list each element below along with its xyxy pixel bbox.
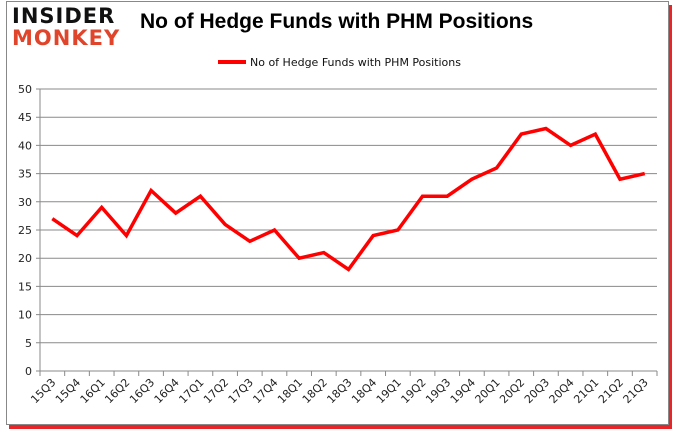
y-tick-label: 35: [18, 168, 32, 181]
y-tick-label: 30: [18, 196, 32, 209]
x-tick-label: 18Q2: [300, 376, 330, 406]
insider-monkey-logo: INSIDER MONKEY: [12, 6, 124, 49]
x-tick-label: 16Q2: [102, 376, 132, 406]
x-tick-label: 19Q1: [374, 376, 404, 406]
x-tick-label: 21Q1: [571, 376, 601, 406]
y-tick-label: 5: [25, 337, 32, 350]
x-tick-label: 16Q1: [78, 376, 108, 406]
x-tick-label: 20Q3: [522, 376, 552, 406]
x-tick-label: 18Q4: [349, 376, 379, 406]
logo-line-2: MONKEY: [12, 26, 121, 50]
x-tick-label: 15Q3: [28, 376, 58, 406]
x-tick-label: 17Q4: [250, 376, 280, 406]
y-tick-label: 20: [18, 252, 32, 265]
y-tick-label: 10: [18, 309, 32, 322]
x-tick-label: 17Q3: [226, 376, 256, 406]
x-tick-label: 16Q3: [127, 376, 157, 406]
y-tick-label: 50: [18, 83, 32, 96]
logo-line-1: INSIDER: [12, 4, 116, 28]
x-tick-label: 17Q2: [201, 376, 231, 406]
x-tick-label: 20Q1: [473, 376, 503, 406]
y-tick-label: 0: [25, 365, 32, 378]
chart-frame: [6, 1, 669, 425]
x-axis: 15Q315Q416Q116Q216Q316Q417Q117Q217Q317Q4…: [28, 370, 658, 406]
x-tick-label: 21Q3: [621, 376, 651, 406]
x-tick-label: 19Q2: [398, 376, 428, 406]
x-tick-label: 20Q2: [497, 376, 527, 406]
x-tick-label: 21Q2: [596, 376, 626, 406]
y-axis: 0 5 10 15 20 25 30 35 40 45 50: [18, 83, 41, 378]
x-tick-label: 18Q1: [275, 376, 305, 406]
x-tick-label: 16Q4: [152, 376, 182, 406]
x-tick-label: 20Q4: [547, 376, 577, 406]
series-line: [51, 126, 646, 272]
x-tick-label: 17Q1: [176, 376, 206, 406]
x-tick-label: 18Q3: [324, 376, 354, 406]
chart-title: No of Hedge Funds with PHM Positions: [140, 10, 534, 33]
legend-label: No of Hedge Funds with PHM Positions: [250, 56, 461, 69]
y-tick-label: 15: [18, 280, 32, 293]
chart-legend: No of Hedge Funds with PHM Positions: [218, 56, 461, 69]
x-tick-label: 19Q4: [448, 376, 478, 406]
y-tick-label: 25: [18, 224, 32, 237]
y-tick-label: 45: [18, 111, 32, 124]
x-tick-label: 19Q3: [423, 376, 453, 406]
y-tick-label: 40: [18, 139, 32, 152]
x-tick-label: 15Q4: [53, 376, 83, 406]
